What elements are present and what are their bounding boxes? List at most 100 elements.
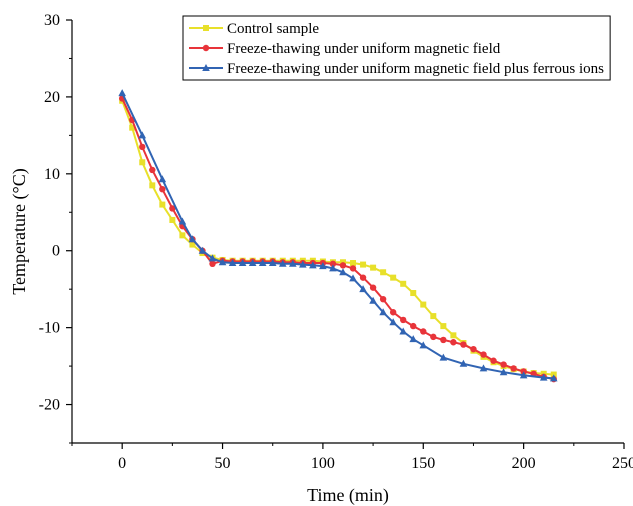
data-point <box>139 143 146 151</box>
data-point <box>399 327 407 335</box>
legend-item-1: Freeze-thawing under uniform magnetic fi… <box>189 41 501 57</box>
data-point <box>379 308 387 316</box>
data-point <box>149 166 156 174</box>
data-point <box>228 259 237 267</box>
legend-box <box>182 15 611 81</box>
data-point <box>359 285 367 293</box>
data-point <box>470 345 477 353</box>
data-point <box>400 316 407 324</box>
data-point <box>420 301 427 308</box>
data-point <box>410 290 417 297</box>
data-point <box>369 296 377 304</box>
data-point <box>238 259 247 267</box>
data-point <box>309 261 317 269</box>
y-tick-label: 20 <box>44 89 60 106</box>
data-point <box>169 216 176 223</box>
data-point <box>208 254 217 262</box>
data-point <box>479 364 488 372</box>
data-point <box>360 261 367 268</box>
data-point <box>409 335 418 343</box>
data-point <box>202 64 210 71</box>
x-tick-label: 250 <box>612 455 633 472</box>
series-line <box>121 100 554 376</box>
series-2 <box>118 89 558 382</box>
data-point <box>459 359 468 367</box>
data-point <box>499 368 508 376</box>
data-point <box>359 274 367 281</box>
data-point <box>440 323 447 330</box>
x-axis-title: Time (min) <box>307 485 389 506</box>
data-point <box>400 280 407 287</box>
data-point <box>390 274 397 281</box>
x-tick-label: 200 <box>512 455 536 472</box>
data-point <box>203 25 209 31</box>
data-point <box>430 313 437 320</box>
data-point <box>450 332 457 339</box>
data-point <box>339 268 347 276</box>
data-point <box>299 260 307 268</box>
y-tick-label: -10 <box>39 320 60 337</box>
x-tick-label: 100 <box>311 455 335 472</box>
data-point <box>319 262 327 270</box>
data-point <box>549 374 558 382</box>
data-point <box>159 201 166 208</box>
data-point <box>329 260 337 268</box>
series-1 <box>118 95 557 383</box>
data-point <box>480 351 487 358</box>
data-point <box>419 341 428 349</box>
data-point <box>389 309 397 316</box>
legend-item-2: Freeze-thawing under uniform magnetic fi… <box>189 61 604 77</box>
data-point <box>258 259 267 267</box>
data-point <box>349 265 357 272</box>
data-point <box>268 259 277 267</box>
legend-label: Freeze-thawing under uniform magnetic fi… <box>227 41 501 57</box>
data-point <box>490 357 497 364</box>
data-point <box>369 284 377 291</box>
data-point <box>189 241 196 248</box>
data-point <box>339 262 347 269</box>
y-tick-label: 10 <box>44 166 60 183</box>
data-point <box>510 365 517 372</box>
data-point <box>139 159 146 166</box>
data-point <box>460 341 467 348</box>
y-tick-label: -20 <box>39 397 60 414</box>
series-0 <box>119 97 557 378</box>
data-point <box>118 89 126 97</box>
data-point <box>209 260 216 268</box>
data-point <box>450 339 457 346</box>
y-tick-label: 0 <box>52 243 60 260</box>
data-point <box>179 232 186 239</box>
x-tick-label: 150 <box>411 455 435 472</box>
data-point <box>278 259 287 267</box>
y-tick-label: 30 <box>44 12 60 29</box>
data-point <box>149 182 156 189</box>
data-point <box>138 131 147 139</box>
data-point <box>379 295 387 303</box>
legend: Control sample Freeze-thawing under unifo… <box>182 15 611 81</box>
data-point <box>440 336 447 344</box>
data-point <box>198 246 207 254</box>
data-point <box>188 235 197 243</box>
data-point <box>370 264 377 271</box>
series-line <box>121 92 554 380</box>
data-point <box>439 353 448 361</box>
legend-label: Freeze-thawing under uniform magnetic fi… <box>227 61 604 77</box>
data-point <box>159 186 166 193</box>
legend-label: Control sample <box>227 21 319 37</box>
data-point <box>350 260 357 267</box>
legend-item-0: Control sample <box>189 21 319 37</box>
data-point <box>519 371 528 379</box>
data-point <box>430 333 437 341</box>
data-point <box>389 318 397 326</box>
data-point <box>289 259 297 267</box>
data-point <box>420 328 427 335</box>
x-tick-label: 50 <box>215 455 231 472</box>
axes-frame: 0 50 100 150 200 250 -20 -10 0 10 20 30 <box>39 12 633 472</box>
data-point <box>380 269 387 276</box>
data-point <box>329 264 337 272</box>
data-point <box>218 258 227 266</box>
data-point <box>410 322 417 330</box>
data-point <box>349 274 357 282</box>
y-axis-title: Temperature (°C) <box>9 168 30 294</box>
